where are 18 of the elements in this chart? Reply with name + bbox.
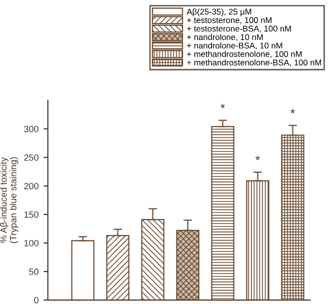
legend-label: + nandrolone-BSA, 10 nM	[187, 42, 282, 50]
y-tick-label: 200	[24, 182, 38, 190]
legend-label: + nandrolone, 10 nM	[187, 34, 263, 42]
y-tick-label: 50	[29, 268, 38, 275]
y-tick-label: 300	[24, 126, 38, 132]
annotation: *	[256, 156, 260, 160]
legend-label: + testosterone-BSA, 100 nM	[187, 26, 291, 33]
y-tick-label: 150	[24, 211, 38, 218]
legend-label: Aβ(25-35), 25 µM	[186, 8, 252, 16]
y-tick-label: 100	[24, 240, 38, 246]
legend-label: + testosterone, 100 nM	[187, 17, 272, 24]
y-tick-label: 250	[24, 154, 38, 161]
y-tick-label: 0	[34, 297, 38, 304]
legend-label: + methandrostenolone-BSA, 100 nM	[187, 59, 322, 66]
legend-label: + methandrostenolone, 100 nM	[187, 50, 302, 58]
annotation: *	[220, 104, 225, 108]
annotation: *	[290, 108, 295, 114]
y-axis-title: % Aβ-induced toxicity (Trypan blue staining)	[0, 157, 18, 244]
